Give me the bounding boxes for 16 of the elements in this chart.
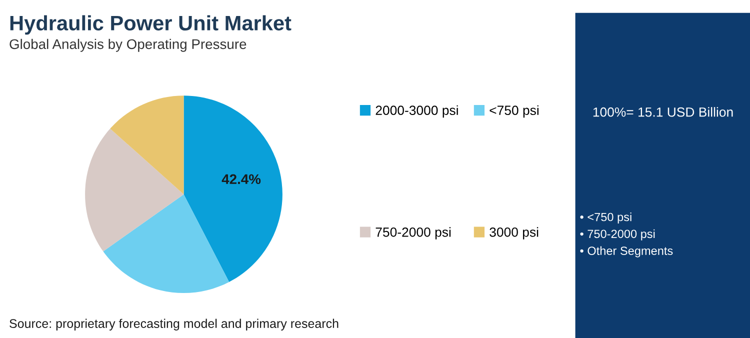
- pie-slice: [103, 194, 230, 294]
- text: • <750 psi: [580, 212, 632, 224]
- text: • Other Segments: [580, 246, 673, 258]
- chart-subtitle: Global Analysis by Operating Pressure: [10, 38, 246, 52]
- text: 100%= 15.1 USD Billion: [593, 107, 733, 117]
- text: • 750-2000 psi: [580, 229, 655, 240]
- legend-label: 3000 psi: [490, 227, 538, 240]
- data-label: 42.4%: [222, 174, 261, 184]
- legend-label: 750-2000 psi: [376, 227, 451, 240]
- chart-title: Hydraulic Power Unit Market: [10, 15, 292, 35]
- pie-slice: [85, 128, 184, 252]
- legend-label: 2000-3000 psi: [376, 105, 458, 118]
- legend-label: <750 psi: [490, 105, 538, 118]
- pie-slice: [184, 96, 282, 282]
- source-note: Source: proprietary forecasting model and primary research: [10, 318, 338, 330]
- pie-slice: [110, 96, 184, 194]
